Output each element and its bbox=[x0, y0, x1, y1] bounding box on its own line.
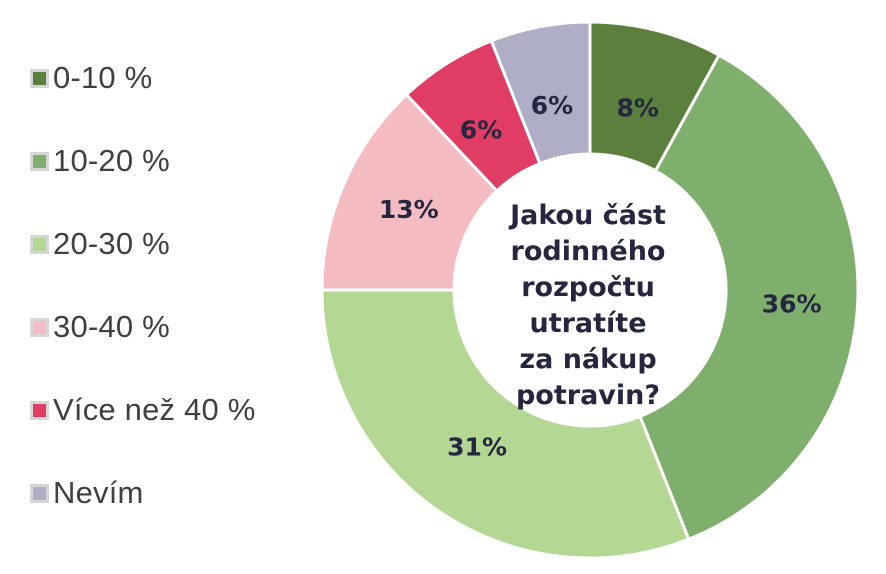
slice-value-label: 6% bbox=[460, 115, 502, 144]
donut-slice bbox=[320, 92, 500, 292]
slice-value-label: 8% bbox=[617, 94, 659, 123]
chart-title-line: rodinného bbox=[510, 236, 666, 267]
chart-title-line: rozpočtu utratíte bbox=[521, 272, 655, 339]
legend-label: Nevím bbox=[53, 475, 144, 510]
slice-value-label: 6% bbox=[531, 91, 573, 120]
chart-title: Jakou část rodinného rozpočtu utratíte z… bbox=[463, 198, 713, 414]
legend-item-0-10: 0-10 % bbox=[30, 58, 256, 98]
chart-title-line: za nákup bbox=[519, 344, 657, 375]
legend-item-30-40: 30-40 % bbox=[30, 307, 256, 347]
legend-item-more-than-40: Více než 40 % bbox=[30, 390, 256, 430]
donut-slice bbox=[320, 288, 691, 560]
legend-swatch bbox=[30, 400, 49, 420]
donut-slice bbox=[638, 53, 860, 542]
legend-label: Více než 40 % bbox=[53, 392, 256, 427]
chart-title-line: Jakou část bbox=[510, 200, 666, 231]
legend-label: 30-40 % bbox=[53, 309, 170, 344]
legend-label: 20-30 % bbox=[53, 226, 170, 261]
donut-slice bbox=[489, 20, 592, 166]
chart-legend: 0-10 % 10-20 % 20-30 % 30-40 % Více než … bbox=[30, 58, 256, 513]
legend-label: 10-20 % bbox=[53, 143, 170, 178]
legend-swatch bbox=[30, 151, 49, 171]
legend-swatch bbox=[30, 68, 49, 88]
slice-value-label: 31% bbox=[447, 432, 507, 461]
chart-title-line: potravin? bbox=[515, 380, 661, 411]
legend-swatch bbox=[30, 234, 49, 254]
slice-value-label: 36% bbox=[762, 290, 822, 319]
legend-swatch bbox=[30, 317, 49, 337]
slice-value-label: 13% bbox=[379, 195, 439, 224]
legend-swatch bbox=[30, 483, 49, 503]
legend-label: 0-10 % bbox=[53, 60, 153, 95]
legend-item-20-30: 20-30 % bbox=[30, 224, 256, 264]
legend-item-10-20: 10-20 % bbox=[30, 141, 256, 181]
legend-item-dont-know: Nevím bbox=[30, 473, 256, 513]
